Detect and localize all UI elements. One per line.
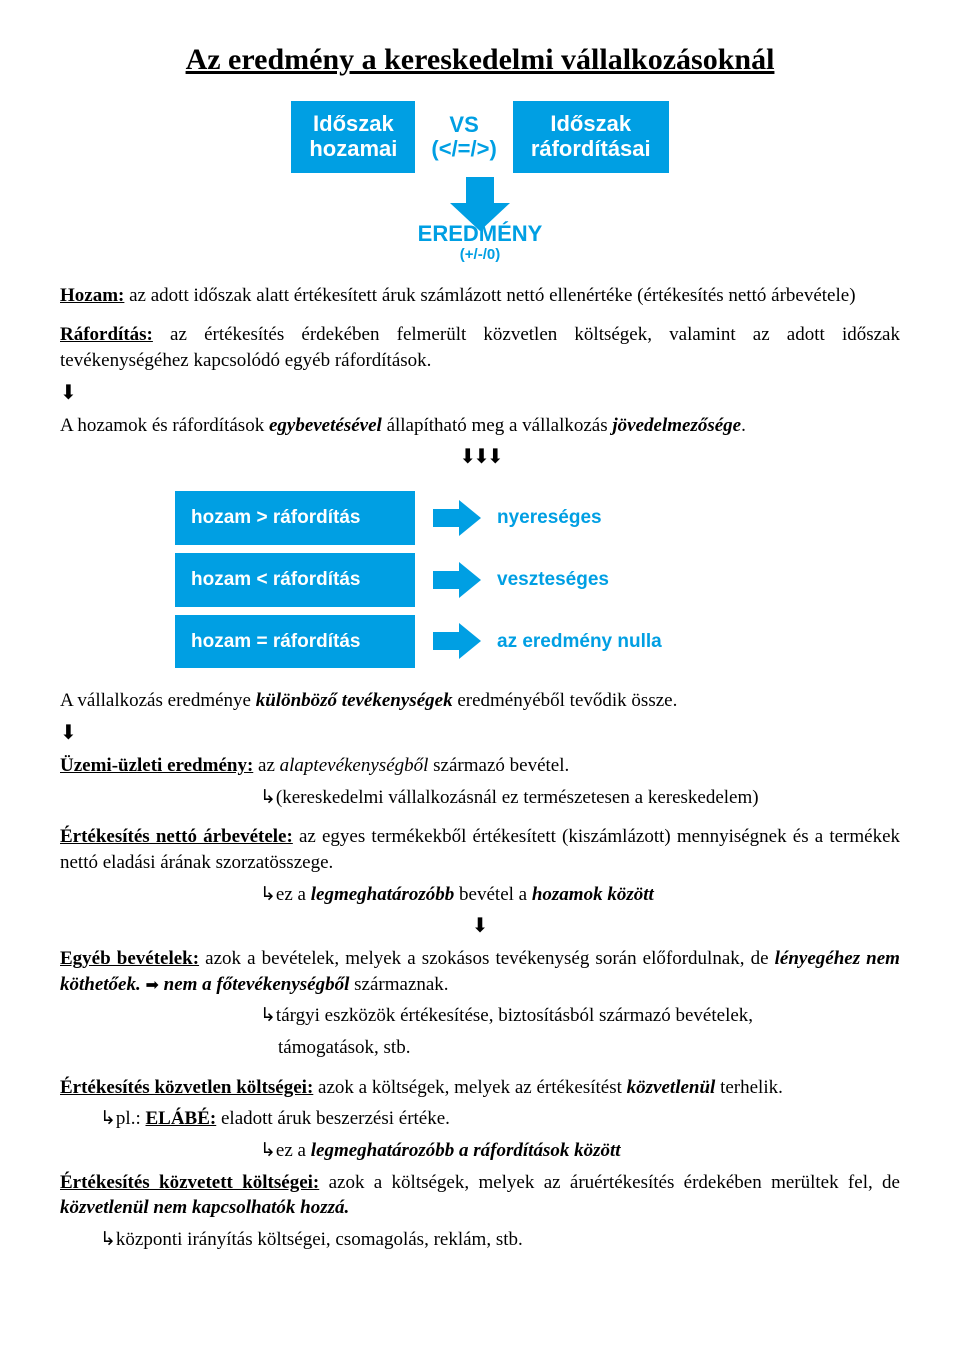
hook-icon: ↳ bbox=[260, 1005, 276, 1026]
para-kozvetlen: Értékesítés közvetlen költségei: azok a … bbox=[60, 1075, 900, 1101]
stmt2-a: A vállalkozás eredménye bbox=[60, 690, 256, 711]
ert-hook-c: bevétel a bbox=[454, 884, 532, 905]
hozam-text: az adott időszak alatt értékesített áruk… bbox=[124, 285, 855, 306]
kozvetlen-hook-rest: eladott áruk beszerzési értéke. bbox=[216, 1108, 450, 1129]
comp-label-1: nyereséges bbox=[497, 505, 602, 531]
egyeb-note-a: nem a főtevékenységből bbox=[159, 974, 349, 995]
hozam-label: Hozam: bbox=[60, 285, 124, 306]
stmt1-e: . bbox=[741, 415, 746, 436]
stmt1-a: A hozamok és ráfordítások bbox=[60, 415, 269, 436]
down-g2: ⬇ bbox=[473, 446, 487, 468]
para-ert-netto: Értékesítés nettó árbevétele: az egyes t… bbox=[60, 824, 900, 875]
para-egyeb: Egyéb bevételek: azok a bevételek, melye… bbox=[60, 946, 900, 997]
down-arrow-2: ⬇ bbox=[60, 720, 900, 747]
egyeb-hook1-text: tárgyi eszközök értékesítése, biztosítás… bbox=[276, 1005, 753, 1026]
box-raforditasai-l2: ráfordításai bbox=[531, 136, 651, 161]
down-g1: ⬇ bbox=[459, 446, 473, 468]
comp-box-3: hozam = ráfordítás bbox=[175, 615, 415, 669]
box-vs-l2: (</=/>) bbox=[431, 137, 496, 161]
para-kozvetett: Értékesítés közvetett költségei: azok a … bbox=[60, 1170, 900, 1221]
para-hozam: Hozam: az adott időszak alatt értékesíte… bbox=[60, 283, 900, 309]
down-g3: ⬇ bbox=[487, 446, 501, 468]
kozvetett-label: Értékesítés közvetett költségei: bbox=[60, 1172, 319, 1193]
down-arrow-triple: ⬇⬇⬇ bbox=[60, 444, 900, 471]
stmt2-b: különböző tevékenységek bbox=[256, 690, 453, 711]
egyeb-hook-1: ↳tárgyi eszközök értékesítése, biztosítá… bbox=[260, 1003, 900, 1029]
down-arrow-3: ⬇ bbox=[60, 913, 900, 940]
uzemi-b: alaptevékenységből bbox=[280, 755, 429, 776]
comp-label-2: veszteséges bbox=[497, 567, 609, 593]
ert-netto-hook: ↳ez a legmeghatározóbb bevétel a hozamok… bbox=[260, 882, 900, 908]
comparison-block: hozam > ráfordítás nyereséges hozam < rá… bbox=[175, 491, 785, 668]
hook-icon: ↳ bbox=[260, 1140, 276, 1161]
ert-netto-label: Értékesítés nettó árbevétele: bbox=[60, 826, 293, 847]
diagram-top-row: Időszak hozamai VS (</=/>) Időszak ráfor… bbox=[291, 101, 668, 173]
kozvetlen-hook-2: ↳ez a legmeghatározóbb a ráfordítások kö… bbox=[260, 1138, 900, 1164]
kozvetlen-hook2-b: legmeghatározóbb a ráfordítások között bbox=[311, 1140, 621, 1161]
uzemi-hook-text: (kereskedelmi vállalkozásnál ez természe… bbox=[276, 787, 759, 808]
kozvetlen-b: közvetlenül bbox=[627, 1077, 716, 1098]
down-arrow-1: ⬇ bbox=[60, 380, 900, 407]
kozvetett-hook: ↳központi irányítás költségei, csomagolá… bbox=[100, 1227, 900, 1253]
raforditas-label: Ráfordítás: bbox=[60, 324, 153, 345]
box-vs: VS (</=/>) bbox=[421, 101, 506, 173]
comp-box-1: hozam > ráfordítás bbox=[175, 491, 415, 545]
para-raforditas: Ráfordítás: az értékesítés érdekében fel… bbox=[60, 322, 900, 373]
kozvetlen-a: azok a költségek, melyek az értékesítést bbox=[313, 1077, 626, 1098]
stmt1-c: állapítható meg a vállalkozás bbox=[382, 415, 613, 436]
diagram-vs: Időszak hozamai VS (</=/>) Időszak ráfor… bbox=[60, 101, 900, 265]
comp-label-3: az eredmény nulla bbox=[497, 629, 662, 655]
comp-row-3: hozam = ráfordítás az eredmény nulla bbox=[175, 615, 785, 669]
kozvetett-a: azok a költségek, melyek az áruértékesít… bbox=[319, 1172, 900, 1193]
egyeb-note-b: származnak. bbox=[349, 974, 448, 995]
para-egybevetes: A hozamok és ráfordítások egybevetésével… bbox=[60, 413, 900, 439]
kozvetlen-c: terhelik. bbox=[715, 1077, 783, 1098]
ert-hook-d: hozamok között bbox=[532, 884, 654, 905]
hook-icon: ↳ bbox=[100, 1229, 116, 1250]
stmt1-d: jövedelmezősége bbox=[612, 415, 741, 436]
uzemi-a: az bbox=[253, 755, 279, 776]
comp-row-2: hozam < ráfordítás veszteséges bbox=[175, 553, 785, 607]
page-title: Az eredmény a kereskedelmi vállalkozások… bbox=[60, 40, 900, 81]
ert-hook-a: ez a bbox=[276, 884, 311, 905]
box-hozamai-l1: Időszak bbox=[309, 111, 397, 136]
kozvetlen-hook-1: ↳pl.: ELÁBÉ: eladott áruk beszerzési ért… bbox=[100, 1106, 900, 1132]
kozvetlen-elabe: ELÁBÉ: bbox=[145, 1108, 216, 1129]
box-raforditasai-l1: Időszak bbox=[531, 111, 651, 136]
kozvetlen-hook2-a: ez a bbox=[276, 1140, 311, 1161]
kozvetlen-hook-pl: pl.: bbox=[116, 1108, 146, 1129]
egyeb-label: Egyéb bevételek: bbox=[60, 948, 199, 969]
stmt1-b: egybevetésével bbox=[269, 415, 382, 436]
box-hozamai-l2: hozamai bbox=[309, 136, 397, 161]
hook-icon: ↳ bbox=[260, 884, 276, 905]
para-kulonbozo: A vállalkozás eredménye különböző tevéke… bbox=[60, 688, 900, 714]
hook-icon: ↳ bbox=[260, 787, 276, 808]
uzemi-c: származó bevétel. bbox=[428, 755, 569, 776]
stmt2-c: eredményéből tevődik össze. bbox=[453, 690, 678, 711]
box-raforditasai: Időszak ráfordításai bbox=[513, 101, 669, 173]
result-sub: (+/-/0) bbox=[460, 245, 500, 265]
kozvetett-hook-text: központi irányítás költségei, csomagolás… bbox=[116, 1229, 523, 1250]
egyeb-hook2-text: támogatások, stb. bbox=[278, 1037, 410, 1058]
comp-row-1: hozam > ráfordítás nyereséges bbox=[175, 491, 785, 545]
kozvetett-b: közvetlenül nem kapcsolhatók hozzá. bbox=[60, 1197, 349, 1218]
box-vs-l1: VS bbox=[431, 113, 496, 137]
comp-box-2: hozam < ráfordítás bbox=[175, 553, 415, 607]
raforditas-text: az értékesítés érdekében felmerült közve… bbox=[60, 324, 900, 371]
ert-hook-b: legmeghatározóbb bbox=[311, 884, 455, 905]
para-uzemi: Üzemi-üzleti eredmény: az alaptevékenysé… bbox=[60, 753, 900, 779]
kozvetlen-label: Értékesítés közvetlen költségei: bbox=[60, 1077, 313, 1098]
uzemi-label: Üzemi-üzleti eredmény: bbox=[60, 755, 253, 776]
hook-icon: ↳ bbox=[100, 1108, 116, 1129]
box-hozamai: Időszak hozamai bbox=[291, 101, 415, 173]
egyeb-a: azok a bevételek, melyek a szokásos tevé… bbox=[199, 948, 775, 969]
uzemi-hook: ↳(kereskedelmi vállalkozásnál ez termész… bbox=[260, 785, 900, 811]
right-arrow-inline: ➡ bbox=[146, 977, 159, 994]
egyeb-hook-2: támogatások, stb. bbox=[278, 1035, 900, 1061]
